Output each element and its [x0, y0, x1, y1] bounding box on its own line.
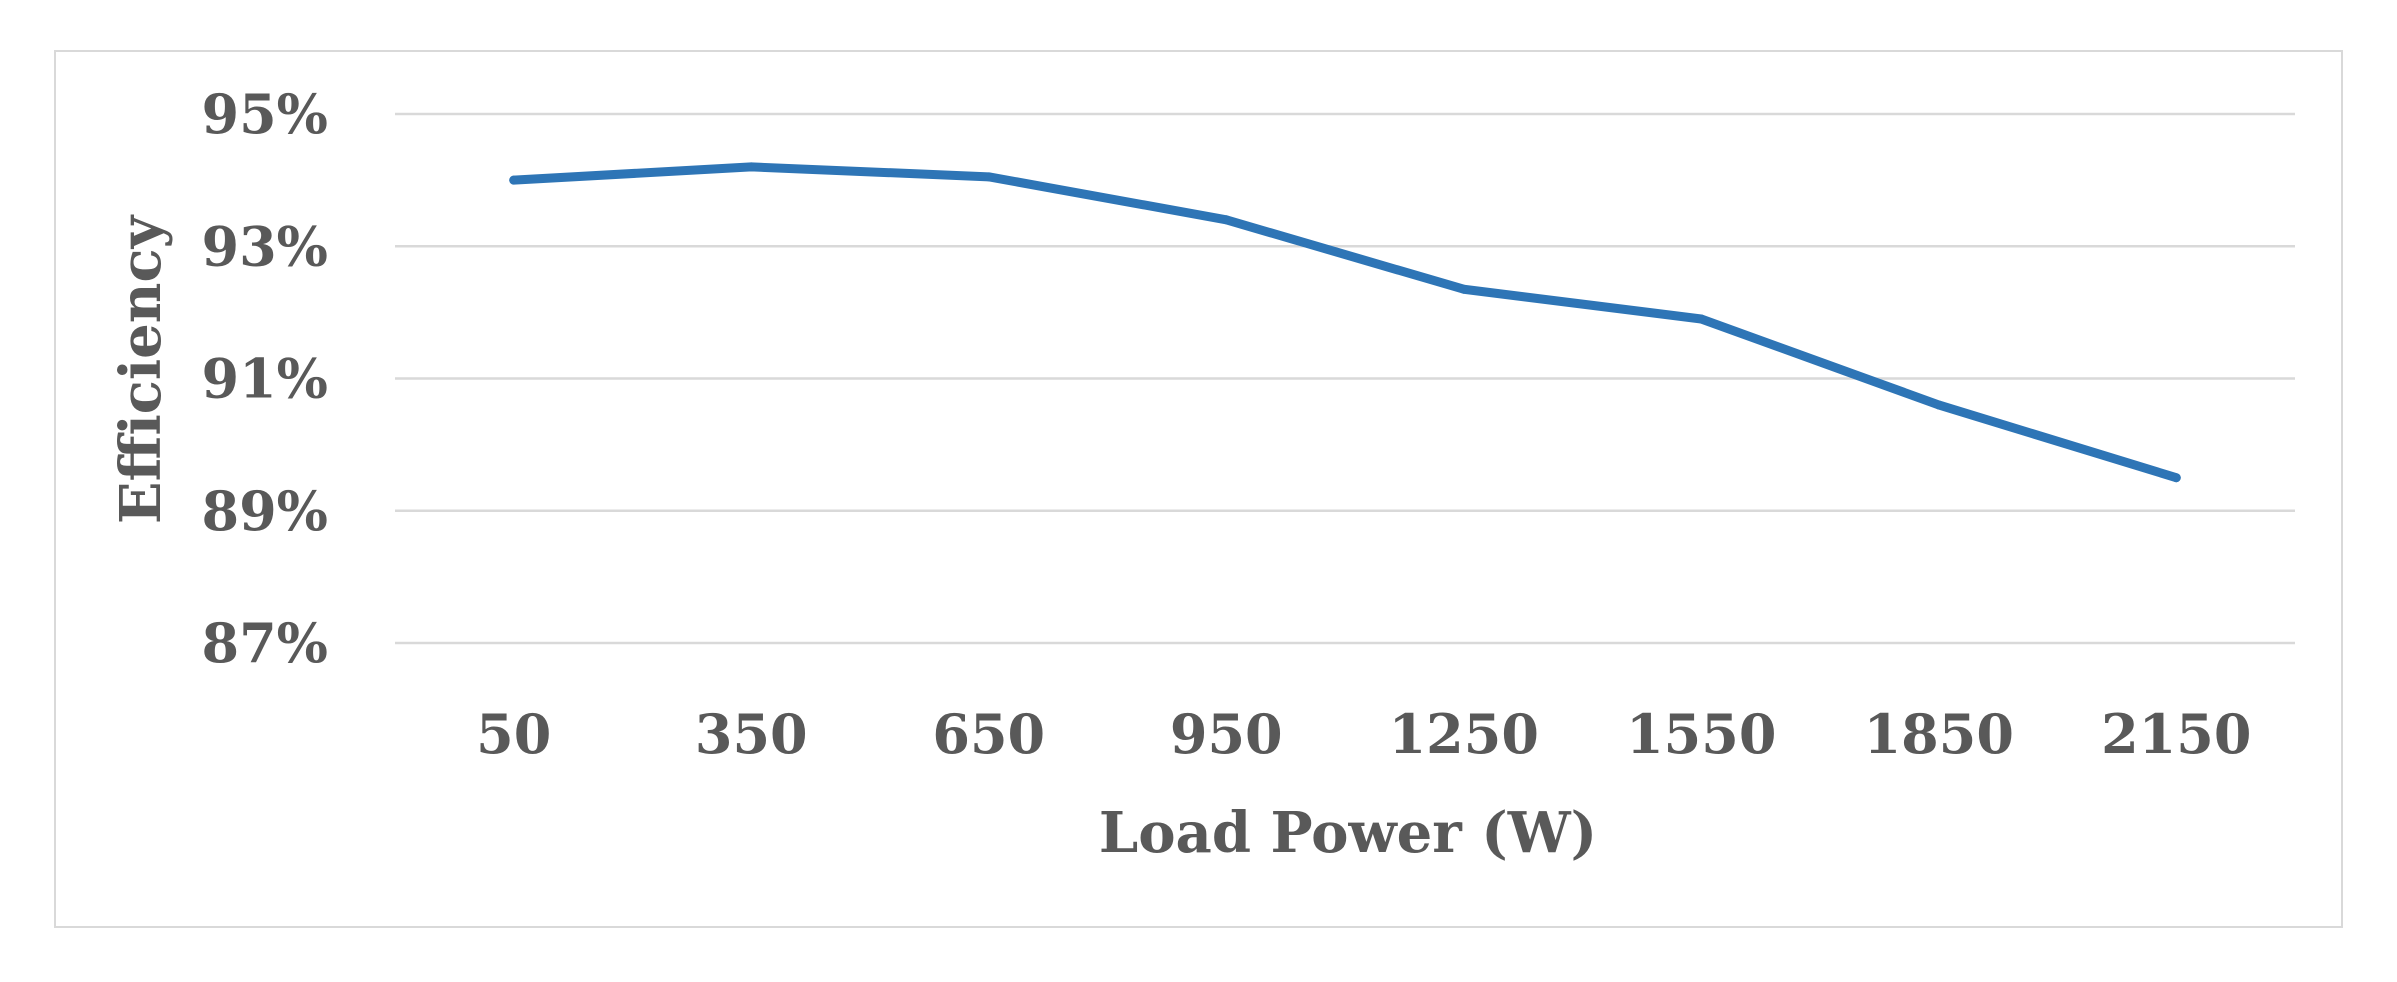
x-tick-label: 50	[476, 702, 551, 766]
x-tick-label: 1850	[1864, 702, 2014, 766]
y-tick-label: 95%	[202, 82, 328, 146]
chart-frame	[54, 50, 2343, 928]
data-point	[1459, 284, 1469, 294]
x-tick-label: 1250	[1389, 702, 1539, 766]
data-point	[984, 172, 994, 182]
y-tick-label: 91%	[202, 347, 328, 411]
y-tick-label: 93%	[202, 214, 328, 278]
data-point	[1221, 215, 1231, 225]
data-point	[1934, 400, 1944, 410]
data-point	[2171, 473, 2181, 483]
y-axis-ticks: 87% 89% 91% 93% 95%	[202, 82, 328, 675]
y-tick-label: 89%	[202, 479, 328, 543]
y-axis-title: Efficiency	[108, 214, 174, 524]
x-tick-label: 650	[932, 702, 1045, 766]
series-layer	[509, 162, 2181, 483]
x-tick-label: 950	[1170, 702, 1283, 766]
x-tick-label: 2150	[2101, 702, 2251, 766]
x-tick-label: 1550	[1626, 702, 1776, 766]
x-axis-title: Load Power (W)	[1099, 800, 1597, 866]
x-tick-label: 350	[695, 702, 808, 766]
data-point	[746, 162, 756, 172]
data-point	[509, 175, 519, 185]
gridlines	[395, 112, 2295, 645]
x-axis-ticks: 50 350 650 950 1250 1550 1850 2150	[476, 702, 2251, 766]
series-line	[509, 162, 2181, 483]
data-point	[1696, 314, 1706, 324]
y-tick-label: 87%	[202, 611, 328, 675]
